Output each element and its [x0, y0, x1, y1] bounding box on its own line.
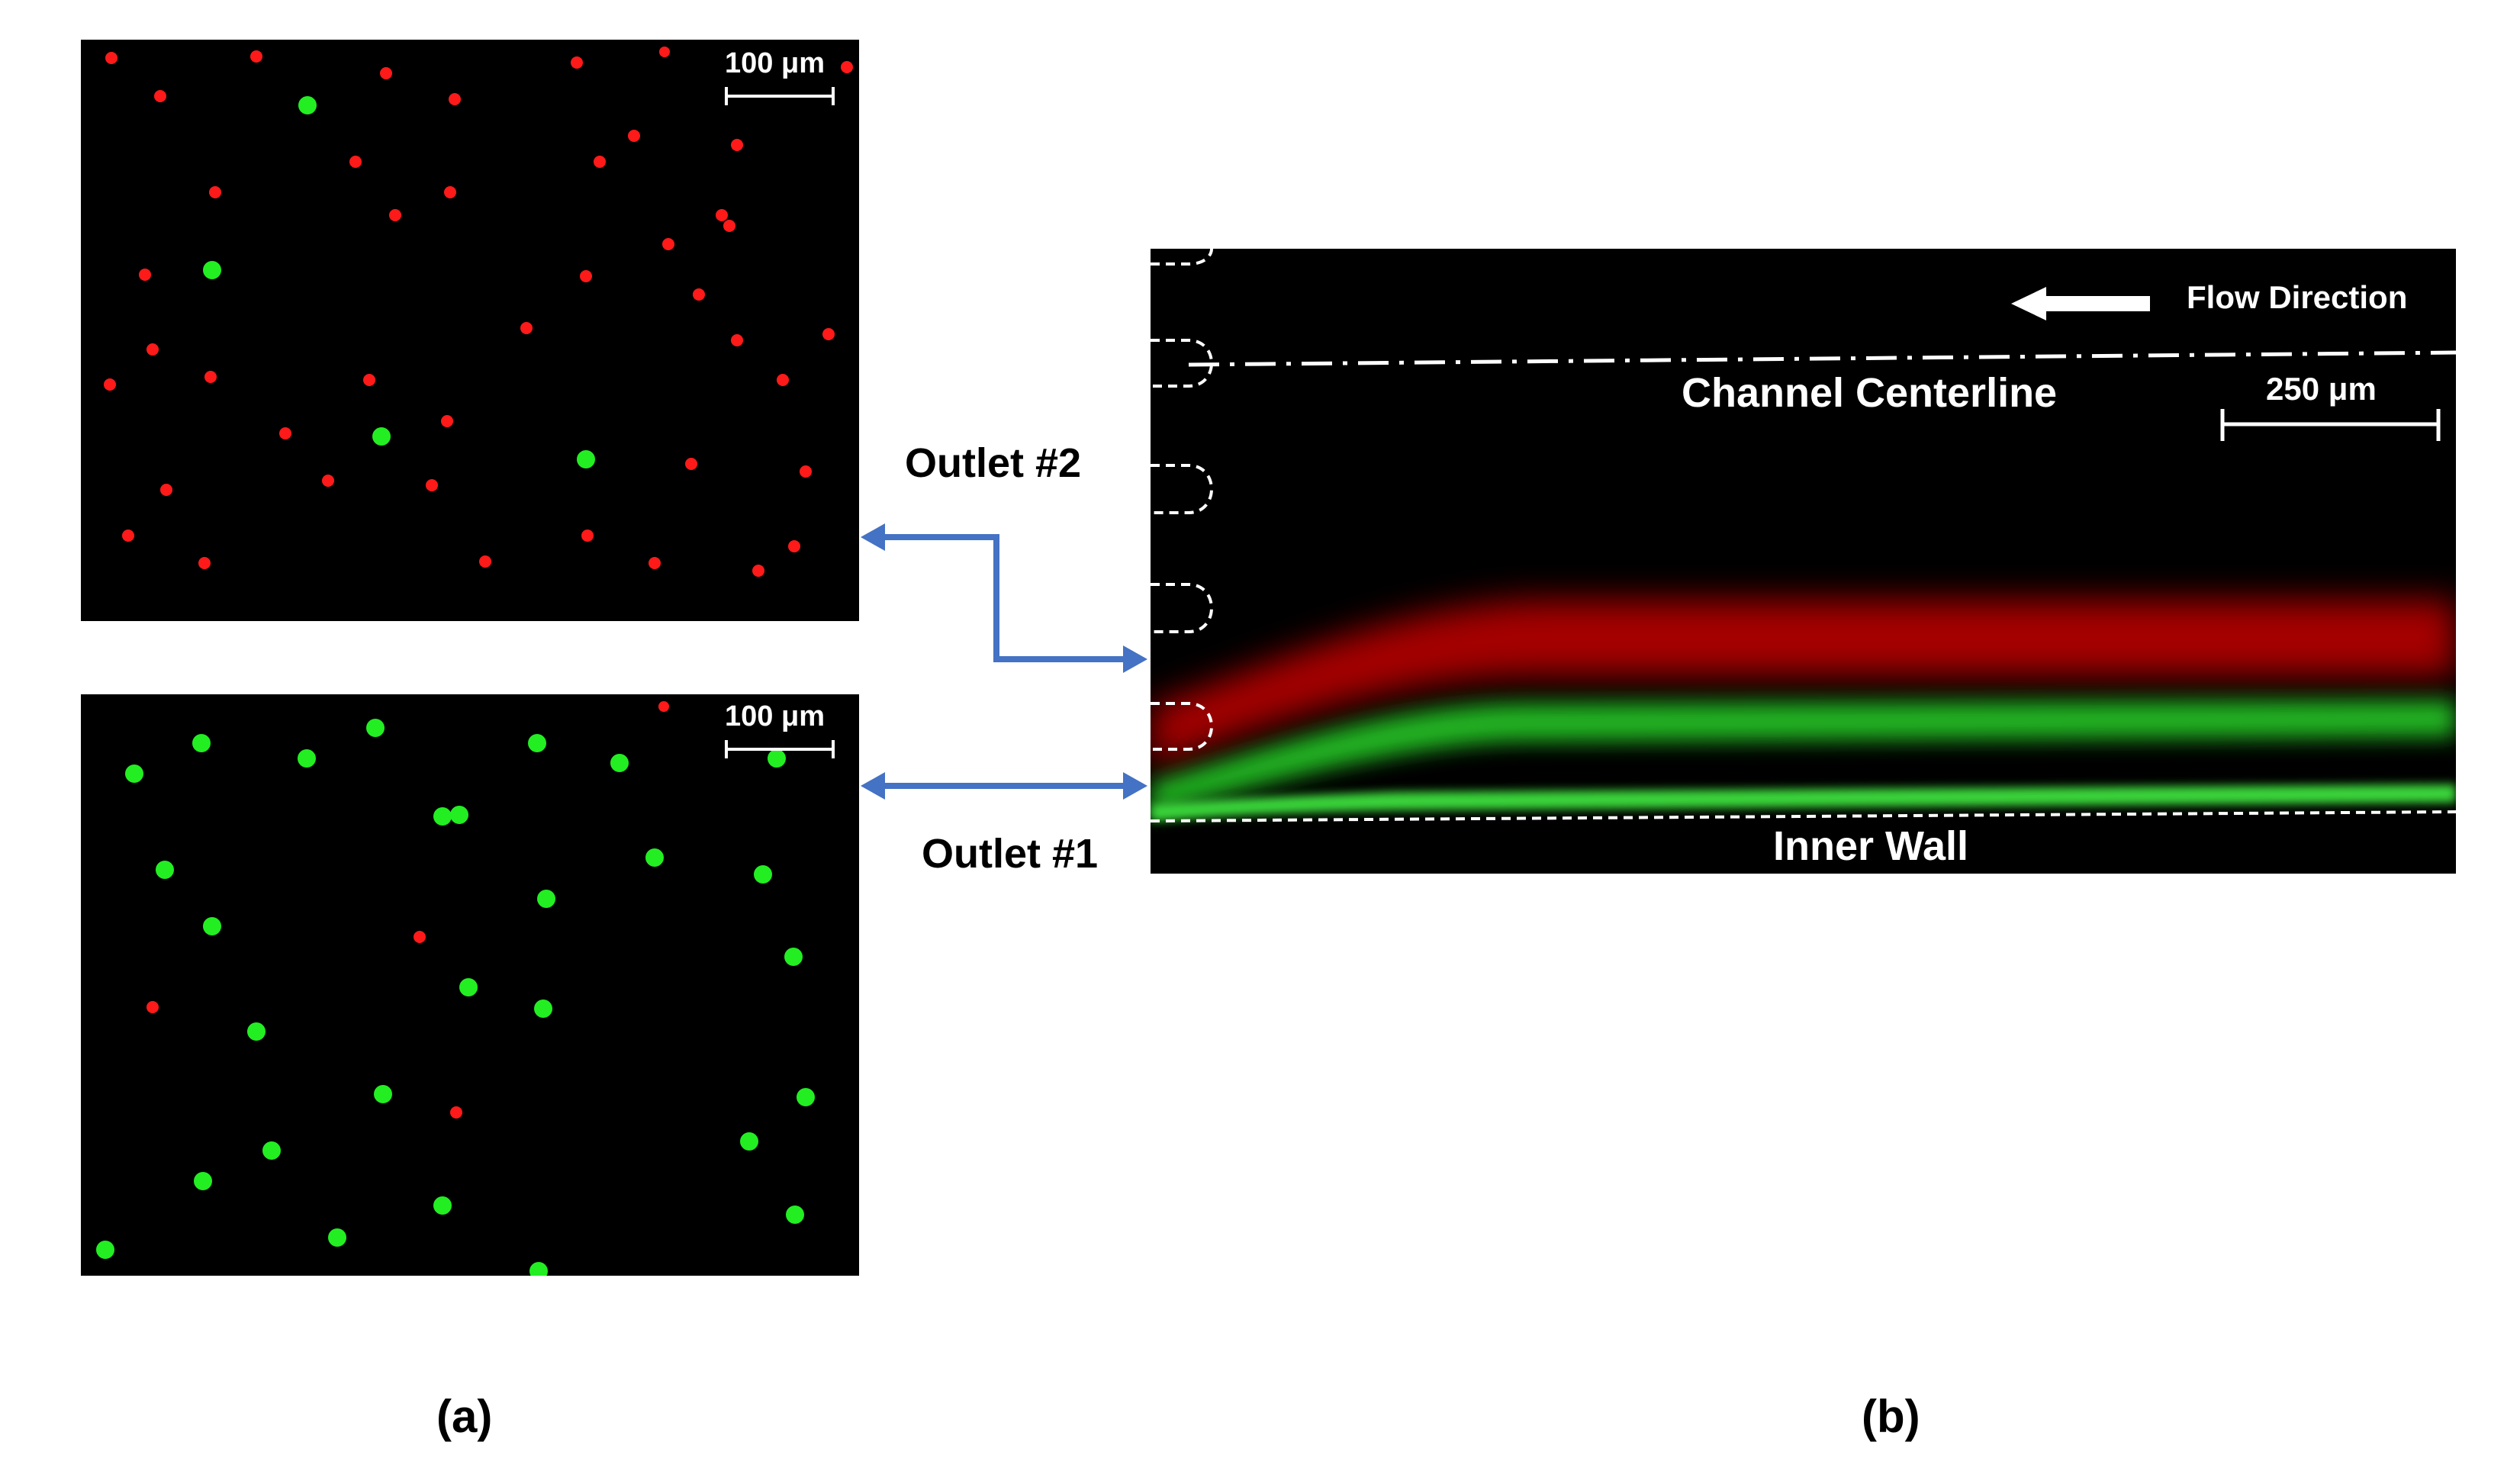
- outlet-1-label: Outlet #1: [922, 831, 1099, 877]
- green-stream-lower: [1151, 784, 2456, 821]
- outlet-1-particles: [96, 701, 835, 1276]
- centerline-label: Channel Centerline: [1682, 370, 2058, 416]
- outlet-2-particles: [104, 47, 853, 577]
- outlet-1-micrograph: 100 μm: [81, 694, 859, 1276]
- outlet-2-micrograph: 100 μm: [81, 40, 859, 621]
- scale-bar: [725, 87, 835, 105]
- channel-streams: [1151, 249, 2456, 822]
- scale-bar-label: 250 μm: [2266, 371, 2377, 407]
- flow-direction-arrow: [2011, 287, 2150, 320]
- outlet-2-connector: [876, 534, 1129, 662]
- scale-bar: [2220, 409, 2441, 441]
- flow-direction-label: Flow Direction: [2187, 279, 2408, 315]
- scale-bar-label: 100 μm: [725, 47, 825, 79]
- caption-a: (a): [436, 1391, 493, 1442]
- channel-centerline: [1188, 350, 2456, 367]
- inner-wall-line: [1151, 810, 2456, 822]
- inner-wall-label: Inner Wall: [1773, 823, 1969, 869]
- outlet-profiles: [1151, 249, 1213, 751]
- caption-b: (b): [1862, 1391, 1920, 1442]
- channel-micrograph: Flow Direction Channel Centerline 250 μm…: [1151, 249, 2456, 874]
- scale-bar: [725, 740, 835, 758]
- outlet-2-label: Outlet #2: [905, 440, 1082, 486]
- red-particle-stream: [1151, 600, 2456, 768]
- scale-bar-label: 100 μm: [725, 700, 825, 732]
- green-stream-upper: [1151, 700, 2456, 813]
